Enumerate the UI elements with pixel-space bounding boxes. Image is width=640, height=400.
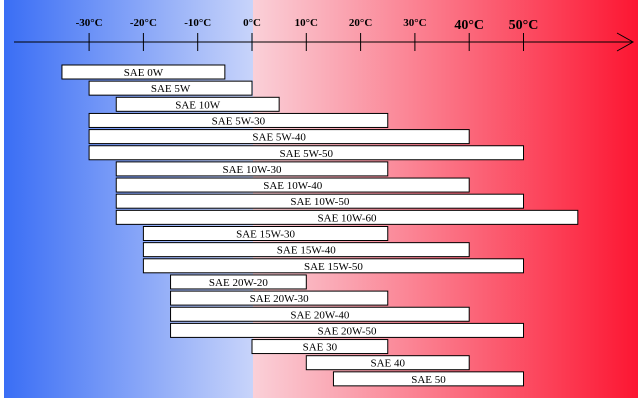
bar-sae-20w-30 — [170, 290, 389, 306]
tick-label-20c: 20°C — [349, 17, 372, 29]
bar-label-sae-5w-50: SAE 5W-50 — [280, 148, 334, 160]
bar-label-sae-5w-30: SAE 5W-30 — [212, 115, 266, 127]
tick-label-40c: 40°C — [454, 18, 484, 33]
bar-label-sae-5w: SAE 5W — [151, 83, 191, 95]
bar-label-sae-10w-40: SAE 10W-40 — [263, 180, 322, 192]
tick-label-30c: 30°C — [403, 17, 426, 29]
bar-label-sae-20w-50: SAE 20W-50 — [318, 325, 377, 337]
bar-label-sae-5w-40: SAE 5W-40 — [252, 132, 306, 144]
bar-label-sae-10w-60: SAE 10W-60 — [318, 212, 377, 224]
bar-sae-20w-50 — [170, 322, 525, 338]
bar-sae-5w-50 — [88, 145, 524, 161]
tick-label-0c: 0°C — [243, 17, 261, 29]
tick-label-30c: -30°C — [76, 17, 103, 29]
tick-label-20c: -20°C — [130, 17, 157, 29]
bar-label-sae-0w: SAE 0W — [124, 67, 164, 79]
bar-label-sae-10w-50: SAE 10W-50 — [290, 196, 349, 208]
bar-sae-10w-50 — [115, 193, 524, 209]
bar-label-sae-20w-40: SAE 20W-40 — [290, 309, 349, 321]
bar-sae-5w-30 — [88, 112, 389, 128]
bar-sae-20w-20 — [170, 274, 307, 290]
bar-sae-10w-60 — [115, 209, 579, 225]
bar-sae-5w-40 — [88, 129, 470, 145]
bar-sae-20w-40 — [170, 306, 470, 322]
tick-label-10c: 10°C — [295, 17, 318, 29]
bar-sae-0w — [61, 64, 226, 80]
tick-label-50c: 50°C — [509, 18, 539, 33]
bar-sae-10w — [115, 96, 280, 112]
bar-label-sae-10w: SAE 10W — [175, 99, 221, 111]
bar-sae-50 — [332, 371, 525, 387]
bar-label-sae-40: SAE 40 — [370, 358, 405, 370]
temperature-axis: -30°C -20°C -10°C 0°C 10°C 20°C 30°C 40°C 50°C — [14, 17, 635, 52]
bar-label-sae-15w-30: SAE 15W-30 — [236, 229, 295, 241]
tick-label-10c: -10°C — [184, 17, 211, 29]
bar-label-sae-50: SAE 50 — [411, 374, 446, 386]
bar-sae-15w-50 — [142, 258, 524, 274]
bar-label-sae-10w-30: SAE 10W-30 — [223, 164, 282, 176]
bar-label-sae-20w-30: SAE 20W-30 — [250, 293, 309, 305]
bar-sae-15w-40 — [142, 242, 470, 258]
bar-label-sae-30: SAE 30 — [303, 342, 338, 354]
bar-label-sae-15w-40: SAE 15W-40 — [277, 245, 336, 257]
bar-sae-5w — [88, 80, 253, 96]
bar-sae-15w-30 — [142, 226, 389, 241]
bar-label-sae-15w-50: SAE 15W-50 — [304, 261, 363, 273]
bar-sae-30 — [251, 339, 389, 355]
bar-sae-40 — [305, 355, 470, 371]
bars-group: SAE 0W SAE 5W SAE 10W SAE 5W-30 SAE 5W-40 SAE… — [61, 64, 579, 387]
axis-arrowhead — [616, 32, 635, 52]
bar-sae-10w-40 — [115, 177, 470, 193]
bar-label-sae-20w-20: SAE 20W-20 — [209, 277, 268, 289]
bar-sae-10w-30 — [115, 161, 389, 177]
